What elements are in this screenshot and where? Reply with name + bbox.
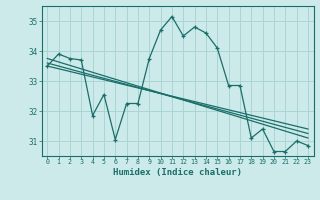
X-axis label: Humidex (Indice chaleur): Humidex (Indice chaleur)	[113, 168, 242, 177]
